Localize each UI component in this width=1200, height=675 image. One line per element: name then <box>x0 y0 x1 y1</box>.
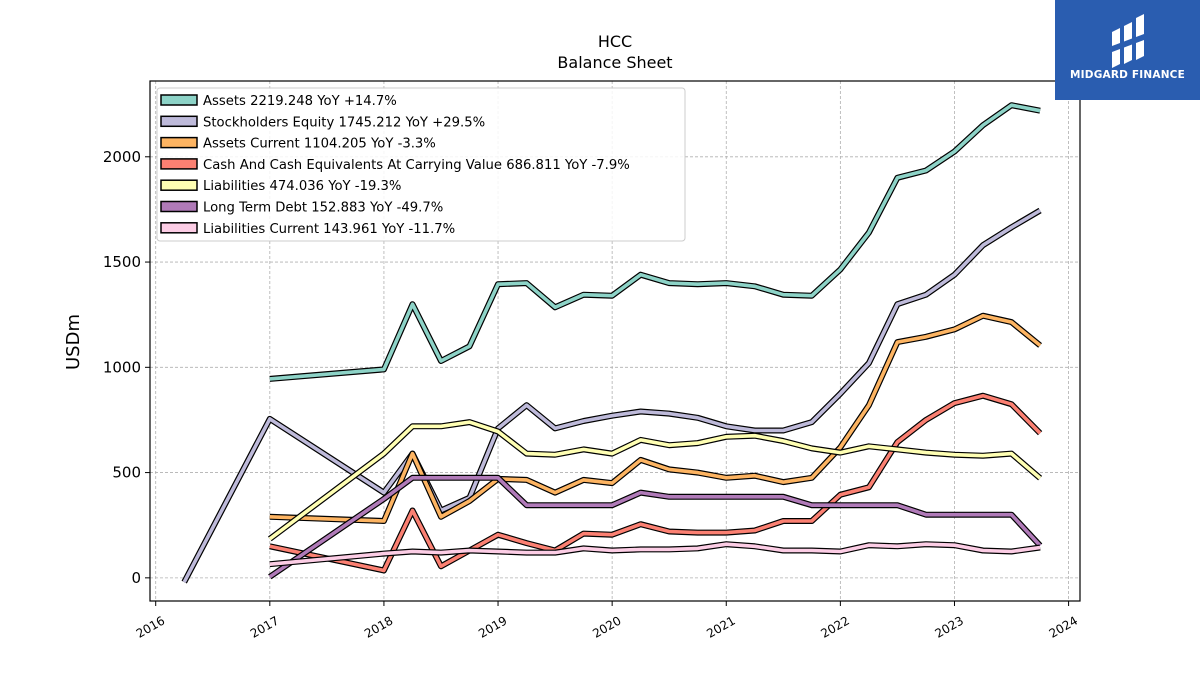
series-line <box>182 208 1042 583</box>
legend-swatch <box>160 179 198 191</box>
legend-entry: Cash And Cash Equivalents At Carrying Va… <box>203 158 630 173</box>
legend-swatch <box>160 158 198 170</box>
legend-box <box>156 87 686 242</box>
legend-swatch <box>160 222 198 234</box>
series-liabilities <box>268 419 1043 542</box>
brand-emblem-icon <box>1112 14 1144 68</box>
legend-swatch <box>160 136 198 149</box>
series-line <box>268 420 1042 541</box>
series-assets-current <box>269 312 1042 524</box>
x-tick-label: 2018 <box>362 613 395 640</box>
legend-entry: Assets Current 1104.205 YoY -3.3% <box>203 137 436 152</box>
x-tick-label: 2019 <box>476 613 509 640</box>
brand-name: MIDGARD FINANCE <box>1070 69 1185 81</box>
y-tick-label: 2000 <box>103 148 141 166</box>
chart-title: HCC <box>598 32 632 51</box>
x-tick-label: 2022 <box>818 613 851 640</box>
series-line <box>269 542 1041 566</box>
legend-swatch <box>160 200 198 213</box>
x-tick-label: 2024 <box>1047 613 1080 640</box>
chart-subtitle: Balance Sheet <box>557 53 672 72</box>
y-tick-label: 1500 <box>103 253 141 271</box>
y-tick-label: 1000 <box>103 358 141 376</box>
legend-entry: Assets 2219.248 YoY +14.7% <box>203 94 397 109</box>
series-long-term-debt <box>268 474 1043 580</box>
x-tick-label: 2017 <box>248 613 281 640</box>
x-tick-label: 2021 <box>704 613 737 640</box>
legend-swatch <box>160 115 198 128</box>
series-liabilities-current <box>269 541 1041 568</box>
legend-entry: Stockholders Equity 1745.212 YoY +29.5% <box>203 115 485 130</box>
legend-entry: Long Term Debt 152.883 YoY -49.7% <box>203 201 443 216</box>
legend-entry: Liabilities Current 143.961 YoY -11.7% <box>203 222 455 237</box>
series-line <box>269 103 1041 381</box>
series-line <box>269 313 1042 523</box>
series-line <box>268 475 1042 579</box>
y-tick-label: 0 <box>131 569 141 587</box>
x-tick-label: 2023 <box>933 613 966 640</box>
brand-logo: MIDGARD FINANCE <box>1055 0 1200 100</box>
x-tick-label: 2020 <box>590 613 623 640</box>
y-axis-label: USDm <box>63 314 84 370</box>
series-stockholders-equity <box>181 207 1042 584</box>
y-tick-label: 500 <box>112 464 141 482</box>
plot-frame <box>149 80 1081 602</box>
x-tick-label: 2016 <box>134 613 167 640</box>
series-assets <box>269 102 1041 382</box>
legend-swatch <box>160 94 198 106</box>
legend-entry: Liabilities 474.036 YoY -19.3% <box>203 179 401 194</box>
